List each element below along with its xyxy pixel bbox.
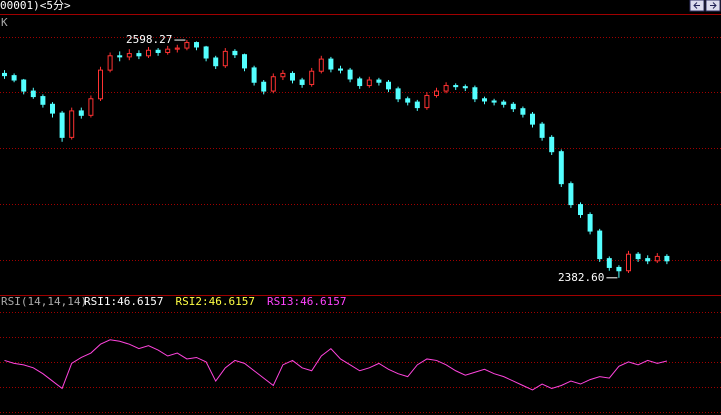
candle-body [606, 258, 612, 268]
candle-body [184, 42, 190, 49]
candle-body [338, 68, 343, 71]
candle-body [174, 47, 180, 50]
candle-body [366, 79, 372, 87]
rsi-legend: RSI3:46.6157 [267, 295, 346, 308]
header: 00001)<5分> [0, 0, 71, 12]
candle-body [472, 87, 478, 100]
annotation: 2598.27 [126, 33, 172, 46]
candle-body [645, 258, 651, 262]
candle-body [328, 58, 334, 70]
candle-body [136, 53, 142, 57]
candle-body [616, 266, 622, 272]
window-buttons[interactable] [689, 0, 721, 12]
icon [710, 2, 717, 9]
candle-body [280, 72, 286, 78]
candle-body [40, 96, 46, 105]
candle-body [597, 230, 603, 260]
candle-body [299, 79, 305, 85]
candle-body [501, 101, 507, 105]
candle-body [126, 53, 132, 58]
candle-body [232, 50, 238, 56]
candle-body [386, 81, 391, 90]
candle-body [213, 57, 219, 67]
candle-body [347, 69, 353, 80]
candle-body [69, 110, 75, 138]
candle-body [664, 255, 670, 262]
candle-body [251, 67, 257, 83]
candle-body [434, 90, 439, 96]
candle-body [654, 255, 660, 262]
candle-body [376, 79, 382, 83]
candle-body [578, 204, 583, 216]
candle-body [357, 78, 363, 87]
candle-body [558, 151, 564, 185]
candle-body [568, 183, 574, 206]
candle-body [98, 69, 103, 100]
candle-body [59, 112, 65, 138]
candle-body [510, 103, 516, 110]
annotation: 2382.60 [558, 271, 604, 284]
candle-body [203, 46, 209, 59]
candle-body [635, 253, 641, 260]
candle-body [626, 253, 631, 272]
candle-body [21, 79, 27, 92]
candle-body [88, 98, 94, 116]
candle-body [587, 214, 593, 232]
candle-body [405, 98, 411, 103]
candle-body [165, 48, 171, 53]
candle-body [309, 70, 315, 85]
candle-body [318, 58, 324, 72]
candle-body [261, 81, 267, 92]
candle-body [290, 72, 295, 81]
rsi-line [4, 339, 668, 391]
candle-body [242, 54, 247, 69]
candle-body [30, 90, 36, 98]
candle-body [520, 108, 526, 115]
candle-body [453, 85, 459, 88]
candle-body [107, 55, 113, 71]
candle-body [146, 49, 151, 57]
candle-body [530, 113, 535, 125]
icon [693, 2, 700, 9]
candle-body [549, 136, 555, 153]
candle-body [539, 123, 545, 138]
panel-label: K [1, 16, 8, 29]
rsi-legend: RSI2:46.6157 [175, 295, 254, 308]
candle-body [462, 86, 468, 89]
candle-body [270, 76, 276, 92]
candle-body [50, 103, 55, 114]
rsi-title: RSI(14,14,14) [1, 295, 87, 308]
rsi-legend: RSI1:46.6157 [84, 295, 163, 308]
candle-body [414, 101, 420, 109]
candle-body [482, 98, 487, 102]
candle-body [194, 42, 199, 48]
candle-body [2, 72, 7, 77]
candle-body [11, 75, 17, 81]
candle-body [424, 94, 430, 109]
candle-body [117, 55, 123, 58]
candle-body [491, 100, 497, 103]
candle-body [443, 85, 449, 92]
candle-body [155, 49, 161, 53]
candle-body [222, 50, 228, 67]
candle-body [395, 88, 401, 100]
candle-body [78, 110, 84, 116]
